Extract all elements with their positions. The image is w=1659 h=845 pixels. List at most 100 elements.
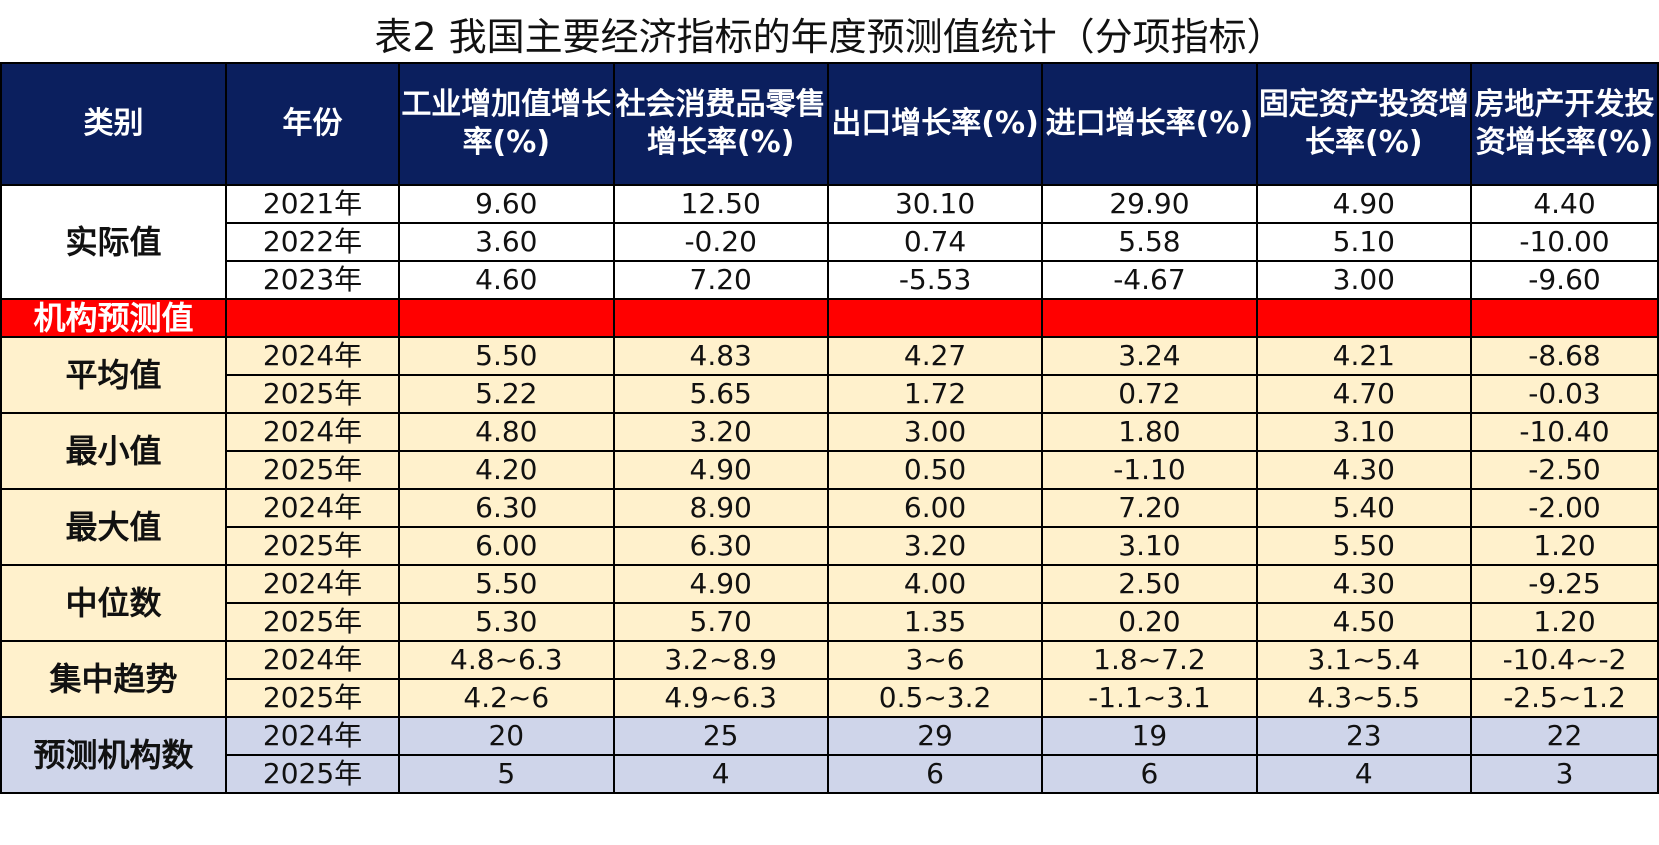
value-cell: 2.50 [1041,564,1258,604]
value-cell: 5.70 [612,602,829,642]
value-cell: 29 [826,716,1044,756]
value-cell: -2.50 [1470,450,1659,490]
year-cell: 2025年 [224,526,401,566]
value-cell: 4.90 [612,450,829,490]
value-cell: 3.10 [1255,412,1473,452]
value-cell: 4.50 [1255,602,1473,642]
year-cell: 2024年 [224,336,401,376]
value-cell: -0.20 [612,222,829,262]
value-cell: 4.8~6.3 [398,640,615,680]
value-cell: 6.30 [398,488,615,528]
header-cell: 出口增长率(%) [826,62,1044,186]
value-cell: 3.10 [1041,526,1258,566]
value-cell: 5.10 [1255,222,1473,262]
header-cell: 社会消费品零售增长率(%) [612,62,829,186]
value-cell: 3.00 [826,412,1044,452]
value-cell: 0.74 [826,222,1044,262]
value-cell: 3 [1470,754,1659,794]
institution-row: 机构预测值 [0,298,1659,338]
year-cell: 2025年 [224,754,401,794]
table-row: 最大值 2024年 6.30 8.90 6.00 7.20 5.40 -2.00 [0,488,1659,566]
year-cell: 2024年 [224,564,401,604]
value-cell: 7.20 [612,260,829,300]
value-cell: 6.30 [612,526,829,566]
institution-label: 机构预测值 [0,298,227,338]
value-cell: 3.20 [826,526,1044,566]
value-cell: 3.1~5.4 [1255,640,1473,680]
year-cell: 2024年 [224,716,401,756]
header-cell: 工业增加值增长率(%) [398,62,615,186]
value-cell: 5.30 [398,602,615,642]
value-cell: 22 [1470,716,1659,756]
value-cell: 4.83 [612,336,829,376]
table-title: 表2 我国主要经济指标的年度预测值统计（分项指标） [374,15,1285,59]
count-label: 预测机构数 [0,716,227,794]
value-cell: -5.53 [826,260,1044,300]
value-cell: 23 [1255,716,1473,756]
value-cell: 5.50 [398,564,615,604]
header-cell: 进口增长率(%) [1041,62,1258,186]
year-cell: 2025年 [224,602,401,642]
empty-cell [1470,298,1659,338]
value-cell: -1.10 [1041,450,1258,490]
value-cell: 0.50 [826,450,1044,490]
year-cell: 2025年 [224,450,401,490]
value-cell: 29.90 [1041,184,1258,224]
value-cell: -1.1~3.1 [1041,678,1258,718]
table-row: 平均值 2024年 5.50 4.83 4.27 3.24 4.21 -8.68 [0,336,1659,414]
value-cell: 4.21 [1255,336,1473,376]
value-cell: 4 [612,754,829,794]
value-cell: 0.72 [1041,374,1258,414]
value-cell: -10.00 [1470,222,1659,262]
indicator-table: 类别 年份 工业增加值增长率(%) 社会消费品零售增长率(%) 出口增长率(%)… [0,62,1659,794]
value-cell: 4.90 [1255,184,1473,224]
value-cell: 4.3~5.5 [1255,678,1473,718]
forecast-label: 最大值 [0,488,227,566]
empty-cell [1041,298,1258,338]
value-cell: 6.00 [398,526,615,566]
value-cell: 4.30 [1255,450,1473,490]
value-cell: 4.30 [1255,564,1473,604]
value-cell: 6.00 [826,488,1044,528]
value-cell: 4.00 [826,564,1044,604]
forecast-label: 最小值 [0,412,227,490]
value-cell: 4.80 [398,412,615,452]
value-cell: 7.20 [1041,488,1258,528]
actual-label: 实际值 [0,184,227,300]
table-row: 预测机构数 2024年 20 25 29 19 23 22 [0,716,1659,794]
value-cell: 6 [826,754,1044,794]
value-cell: 1.35 [826,602,1044,642]
table-row: 2025年 5.22 5.65 1.72 0.72 4.70 -0.03 [1,374,1659,414]
value-cell: 5.65 [612,374,829,414]
value-cell: 3.60 [398,222,615,262]
value-cell: 9.60 [398,184,615,224]
forecast-label: 平均值 [0,336,227,414]
header-cell: 类别 [0,62,227,186]
value-cell: 5.22 [398,374,615,414]
table-row: 2025年 5 4 6 6 4 3 [1,754,1659,794]
year-cell: 2024年 [224,488,401,528]
forecast-label: 集中趋势 [0,640,227,718]
value-cell: 4.9~6.3 [612,678,829,718]
empty-cell [1255,298,1473,338]
value-cell: 25 [612,716,829,756]
value-cell: 6 [1041,754,1258,794]
value-cell: 1.20 [1470,526,1659,566]
value-cell: 4.20 [398,450,615,490]
value-cell: 1.72 [826,374,1044,414]
table-row: 2023年 4.60 7.20 -5.53 -4.67 3.00 -9.60 [1,260,1659,300]
value-cell: -10.4~-2 [1470,640,1659,680]
value-cell: -4.67 [1041,260,1258,300]
year-cell: 2022年 [224,222,401,262]
table-row: 2025年 5.30 5.70 1.35 0.20 4.50 1.20 [1,602,1659,642]
value-cell: -9.60 [1470,260,1659,300]
value-cell: 3.2~8.9 [612,640,829,680]
value-cell: 4.70 [1255,374,1473,414]
header-row: 类别 年份 工业增加值增长率(%) 社会消费品零售增长率(%) 出口增长率(%)… [0,62,1659,186]
value-cell: 3.00 [1255,260,1473,300]
value-cell: -8.68 [1470,336,1659,376]
empty-cell [826,298,1044,338]
empty-cell [612,298,829,338]
value-cell: 8.90 [612,488,829,528]
forecast-label: 中位数 [0,564,227,642]
